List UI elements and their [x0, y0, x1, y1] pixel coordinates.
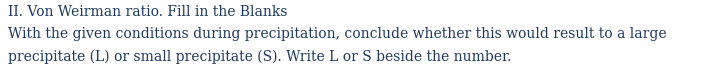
Text: precipitate (L) or small precipitate (S). Write L or S beside the number.: precipitate (L) or small precipitate (S)…	[8, 50, 511, 64]
Text: II. Von Weirman ratio. Fill in the Blanks: II. Von Weirman ratio. Fill in the Blank…	[8, 5, 288, 19]
Text: With the given conditions during precipitation, conclude whether this would resu: With the given conditions during precipi…	[8, 27, 666, 41]
